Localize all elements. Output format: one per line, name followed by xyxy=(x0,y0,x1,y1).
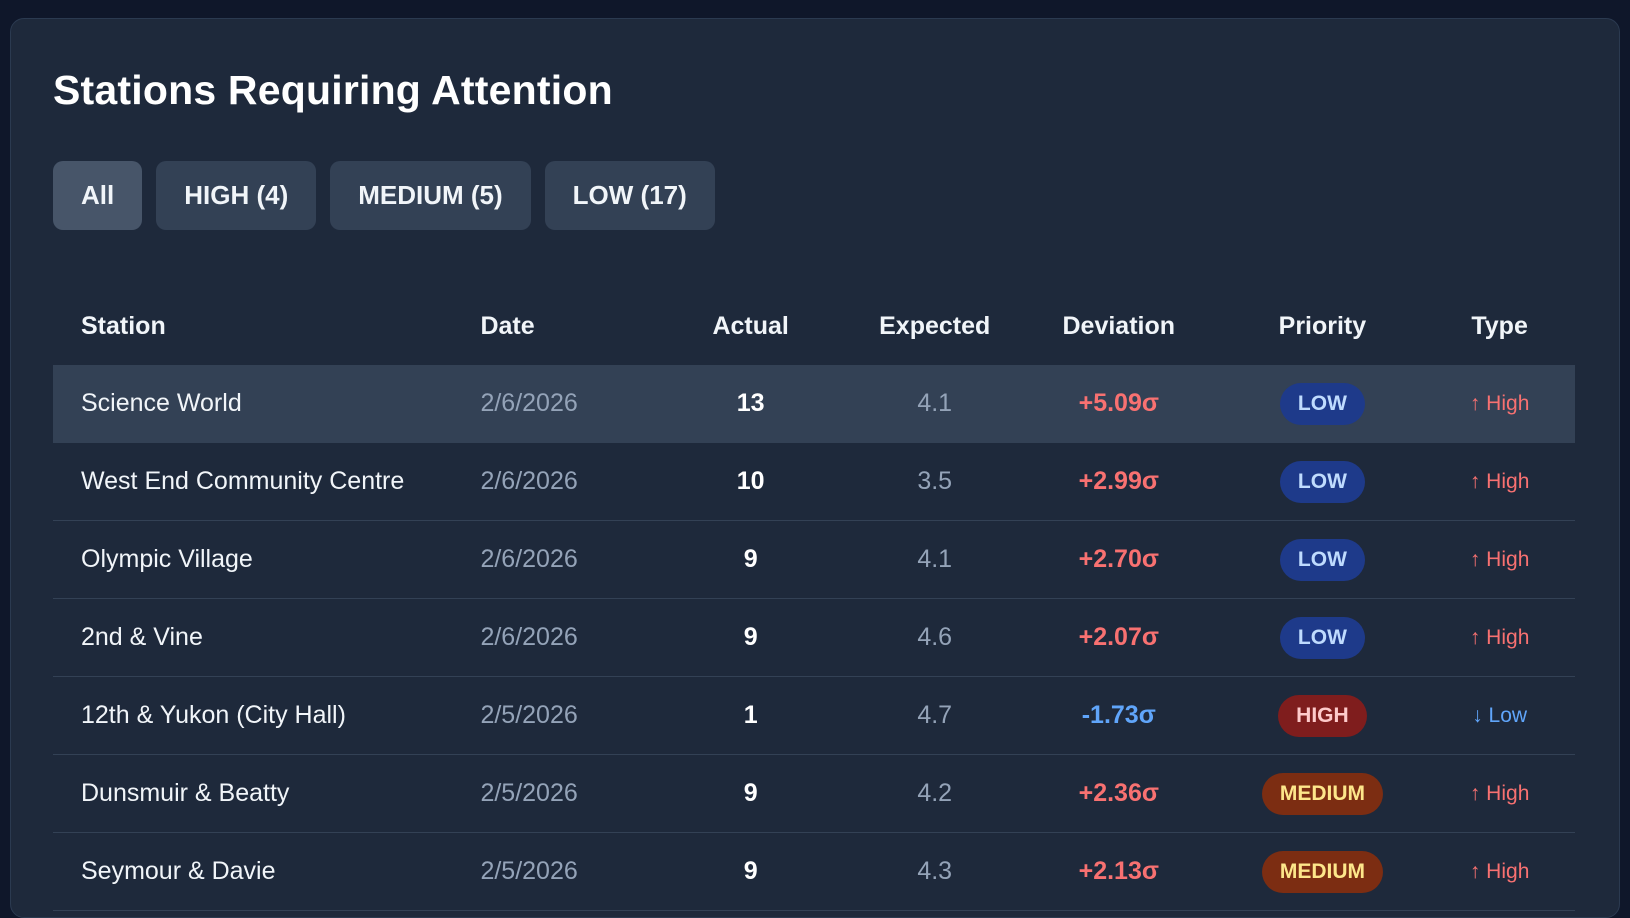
expected-cell: 4.1 xyxy=(917,389,953,417)
filter-all-button[interactable]: All xyxy=(53,161,143,230)
header-station[interactable]: Station xyxy=(81,311,166,340)
priority-badge: LOW xyxy=(1279,460,1365,503)
panel-title: Stations Requiring Attention xyxy=(53,67,613,113)
actual-cell: 9 xyxy=(743,623,758,651)
date-cell: 2/5/2026 xyxy=(480,779,578,807)
deviation-cell: +2.70σ xyxy=(1078,545,1159,573)
stations-panel: Stations Requiring Attention All HIGH (4… xyxy=(10,18,1620,918)
expected-cell: 4.3 xyxy=(917,857,953,885)
expected-cell: 4.1 xyxy=(917,545,953,573)
station-name: Science World xyxy=(81,389,242,417)
header-deviation[interactable]: Deviation xyxy=(1062,311,1176,340)
expected-cell: 3.5 xyxy=(917,467,953,495)
actual-cell: 9 xyxy=(743,545,758,573)
filter-low-button[interactable]: LOW (17) xyxy=(544,161,715,230)
expected-cell: 4.6 xyxy=(917,623,953,651)
priority-filter-group: All HIGH (4) MEDIUM (5) LOW (17) xyxy=(53,161,715,230)
header-date[interactable]: Date xyxy=(480,311,535,340)
priority-badge: LOW xyxy=(1279,616,1365,659)
type-cell: ↑ High xyxy=(1469,547,1530,571)
deviation-cell: +2.07σ xyxy=(1078,623,1159,651)
date-cell: 2/6/2026 xyxy=(480,545,578,573)
table-row[interactable]: West End Community Centre 2/6/2026 10 3.… xyxy=(53,443,1575,521)
type-cell: ↑ High xyxy=(1469,859,1530,883)
station-name: West End Community Centre xyxy=(81,467,405,495)
priority-cell: HIGH xyxy=(1221,694,1425,737)
type-cell: ↑ High xyxy=(1469,391,1530,415)
station-name: Dunsmuir & Beatty xyxy=(81,779,290,807)
priority-cell: MEDIUM xyxy=(1221,772,1425,815)
header-type[interactable]: Type xyxy=(1471,311,1528,340)
stations-table: Station Date Actual Expected Deviation P… xyxy=(53,287,1575,911)
priority-badge: LOW xyxy=(1279,538,1365,581)
table-row[interactable]: Dunsmuir & Beatty 2/5/2026 9 4.2 +2.36σ … xyxy=(53,755,1575,833)
table-row[interactable]: 2nd & Vine 2/6/2026 9 4.6 +2.07σ LOW ↑ H… xyxy=(53,599,1575,677)
type-cell: ↑ High xyxy=(1469,469,1530,493)
priority-cell: LOW xyxy=(1221,382,1425,425)
table-row[interactable]: Seymour & Davie 2/5/2026 9 4.3 +2.13σ ME… xyxy=(53,833,1575,911)
date-cell: 2/5/2026 xyxy=(480,701,578,729)
date-cell: 2/6/2026 xyxy=(480,467,578,495)
actual-cell: 9 xyxy=(743,857,758,885)
type-cell: ↑ High xyxy=(1469,781,1530,805)
station-name: 2nd & Vine xyxy=(81,623,203,651)
priority-cell: MEDIUM xyxy=(1221,850,1425,893)
table-row[interactable]: Olympic Village 2/6/2026 9 4.1 +2.70σ LO… xyxy=(53,521,1575,599)
deviation-cell: +5.09σ xyxy=(1078,389,1159,417)
date-cell: 2/6/2026 xyxy=(480,623,578,651)
station-name: 12th & Yukon (City Hall) xyxy=(81,701,346,729)
priority-badge: HIGH xyxy=(1278,694,1367,737)
actual-cell: 1 xyxy=(743,701,758,729)
actual-cell: 9 xyxy=(743,779,758,807)
priority-badge: MEDIUM xyxy=(1261,850,1383,893)
date-cell: 2/6/2026 xyxy=(480,389,578,417)
deviation-cell: +2.36σ xyxy=(1078,779,1159,807)
priority-badge: LOW xyxy=(1279,382,1365,425)
table-row[interactable]: Science World 2/6/2026 13 4.1 +5.09σ LOW… xyxy=(53,365,1575,443)
deviation-cell: +2.99σ xyxy=(1078,467,1159,495)
type-cell: ↑ High xyxy=(1469,625,1530,649)
header-expected[interactable]: Expected xyxy=(879,311,991,340)
deviation-cell: -1.73σ xyxy=(1081,701,1156,729)
header-priority[interactable]: Priority xyxy=(1278,311,1367,340)
type-cell: ↓ Low xyxy=(1472,703,1528,727)
priority-badge: MEDIUM xyxy=(1261,772,1383,815)
expected-cell: 4.2 xyxy=(917,779,953,807)
priority-cell: LOW xyxy=(1221,616,1425,659)
priority-cell: LOW xyxy=(1221,538,1425,581)
station-name: Seymour & Davie xyxy=(81,857,276,885)
actual-cell: 13 xyxy=(736,389,765,417)
header-actual[interactable]: Actual xyxy=(712,311,789,340)
expected-cell: 4.7 xyxy=(917,701,953,729)
date-cell: 2/5/2026 xyxy=(480,857,578,885)
filter-medium-button[interactable]: MEDIUM (5) xyxy=(330,161,531,230)
station-name: Olympic Village xyxy=(81,545,253,573)
actual-cell: 10 xyxy=(736,467,765,495)
filter-high-button[interactable]: HIGH (4) xyxy=(156,161,317,230)
table-row[interactable]: 12th & Yukon (City Hall) 2/5/2026 1 4.7 … xyxy=(53,677,1575,755)
table-header-row: Station Date Actual Expected Deviation P… xyxy=(53,287,1575,365)
priority-cell: LOW xyxy=(1221,460,1425,503)
deviation-cell: +2.13σ xyxy=(1078,857,1159,885)
